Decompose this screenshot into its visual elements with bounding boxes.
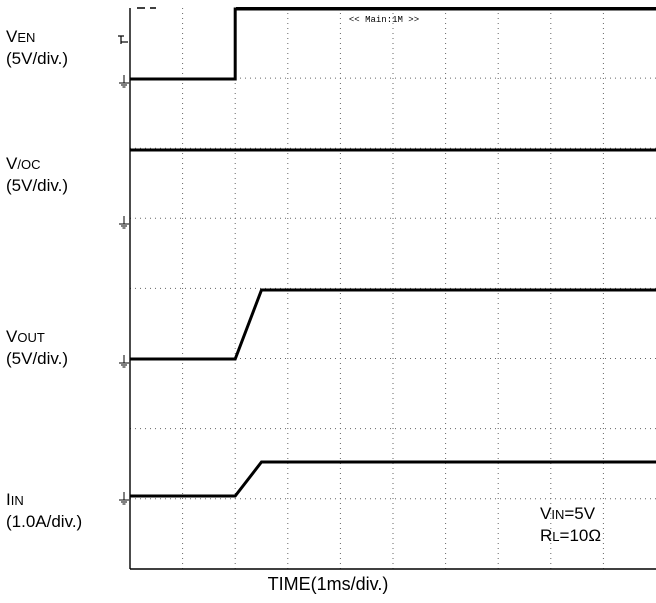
label-voc-sub: /OC xyxy=(17,157,41,172)
label-vout: VOUT (5V/div.) xyxy=(6,326,68,369)
ground-marker-icon xyxy=(119,355,129,368)
label-iin-sub: IN xyxy=(10,493,24,508)
label-vout-main: V xyxy=(6,327,18,346)
label-vout-scale: (5V/div.) xyxy=(6,349,69,368)
trigger-level-icon xyxy=(118,35,128,44)
label-ven: VEN (5V/div.) xyxy=(6,26,68,69)
label-voc-main: V xyxy=(6,154,18,173)
ground-marker-icon xyxy=(119,75,129,88)
label-ven-sub: EN xyxy=(17,30,36,45)
trace-ven xyxy=(130,7,656,81)
x-axis-label: TIME(1ms/div.) xyxy=(267,574,389,594)
label-ven-scale: (5V/div.) xyxy=(6,49,69,68)
label-voc: V/OC (5V/div.) xyxy=(6,153,68,196)
cond-vin: VIN=5V xyxy=(540,504,595,523)
traces xyxy=(130,7,656,498)
trace-vout xyxy=(130,288,656,361)
cond-rl: RL=10Ω xyxy=(540,526,601,545)
test-conditions: VIN=5V RL=10Ω xyxy=(540,503,601,547)
label-iin: IIN (1.0A/div.) xyxy=(6,489,82,532)
cond-vin-suffix: =5V xyxy=(564,504,596,523)
ground-marker-icon xyxy=(119,216,129,229)
cond-rl-sub: L xyxy=(552,529,560,544)
ground-markers xyxy=(118,35,129,505)
label-vout-sub: OUT xyxy=(17,330,45,345)
ground-marker-icon xyxy=(119,492,129,505)
trace-iin xyxy=(130,460,656,498)
cond-rl-prefix: R xyxy=(540,526,553,545)
label-ven-main: V xyxy=(6,27,18,46)
cond-vin-prefix: V xyxy=(540,504,552,523)
top-marker: << Main:1M >> xyxy=(349,15,419,25)
label-voc-scale: (5V/div.) xyxy=(6,176,69,195)
cond-rl-suffix: =10Ω xyxy=(559,526,602,545)
cond-vin-sub: IN xyxy=(551,507,565,522)
label-iin-scale: (1.0A/div.) xyxy=(6,512,83,531)
label-iin-main: I xyxy=(6,490,11,509)
